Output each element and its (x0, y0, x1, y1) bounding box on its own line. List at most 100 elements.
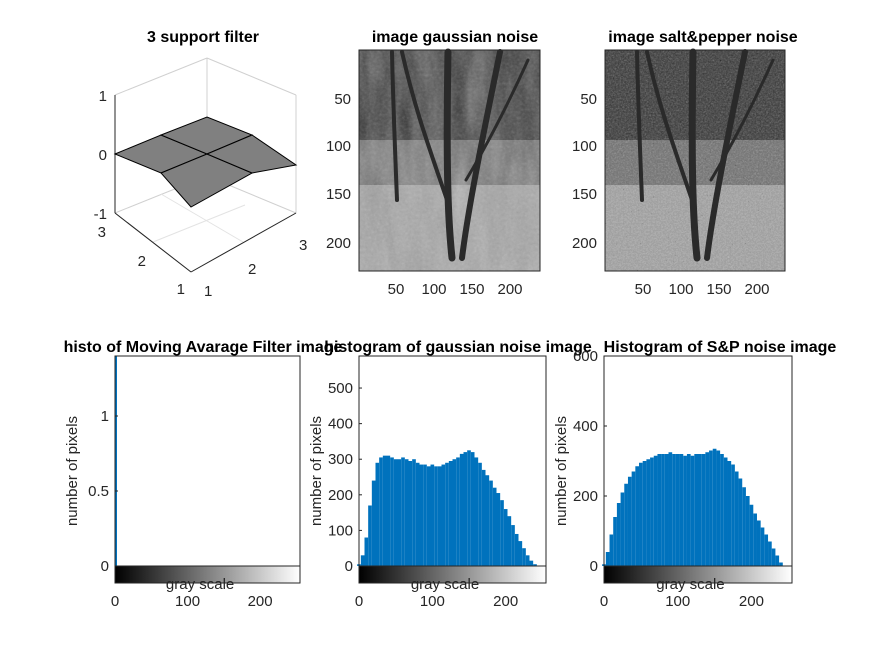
hist-bar (452, 459, 457, 566)
hist-y-tick: 0 (590, 558, 598, 575)
hist-bar (742, 487, 746, 566)
hist-bar (672, 454, 676, 566)
hist-x-label: gray scale (166, 576, 234, 593)
surface-patch (205, 134, 298, 174)
hist-bar (716, 450, 721, 566)
hist-bar (745, 496, 750, 566)
hist-bar (779, 562, 783, 566)
hist-bar (720, 454, 724, 566)
hist-bar (445, 462, 449, 566)
hist-y-tick: 0 (101, 558, 109, 575)
hist-x-tick: 100 (420, 593, 445, 610)
hist-y-tick: 500 (328, 380, 353, 397)
hist-bar (518, 541, 523, 566)
sp-x-tick: 150 (706, 281, 731, 298)
hist-bar (364, 537, 369, 566)
gaussian-image-frame (358, 49, 541, 272)
surface-y-axis (114, 212, 192, 273)
hist-bar (605, 552, 610, 566)
hist-bar (390, 457, 394, 566)
hist-bar (738, 478, 743, 566)
hist-bar (734, 471, 739, 566)
hist-bar (705, 452, 710, 566)
surface-x-tick: 1 (204, 283, 212, 300)
hist-bar (664, 454, 669, 566)
hist-y-tick: 0.5 (88, 483, 109, 500)
gaussian-x-tick: 100 (421, 281, 446, 298)
hist-bar (698, 454, 702, 566)
hist-y-tick: 400 (328, 416, 353, 433)
hist-bar (683, 455, 687, 566)
hist-bar (430, 464, 435, 566)
hist-bar (533, 564, 537, 566)
hist-bar (653, 455, 658, 566)
hist-bar (379, 457, 383, 566)
surface-x-tick: 2 (248, 261, 256, 278)
hist-bar (694, 454, 698, 566)
sp-image (605, 48, 785, 271)
hist-bar (624, 483, 628, 566)
hist-bar (514, 533, 519, 566)
hist-bar (686, 454, 691, 566)
hist-x-label: gray scale (656, 576, 724, 593)
gray-colorbar (114, 565, 301, 584)
surface-patches (113, 116, 298, 208)
hist-bar (749, 504, 754, 566)
gaussian-x-tick: 150 (459, 281, 484, 298)
hist-bar (507, 516, 512, 566)
hist-bar (613, 517, 617, 566)
surface-y-tick: 3 (98, 224, 106, 241)
hist-bar (511, 525, 515, 566)
hist-x-label: gray scale (411, 576, 479, 593)
hist-y-tick: 600 (573, 348, 598, 365)
sp-y-tick: 100 (572, 138, 597, 155)
subplot-hist-sp: Histogram of S&P noise image 0 200 400 600 nu… (553, 339, 836, 610)
hist-bar (639, 462, 643, 566)
hist-bar (642, 461, 647, 566)
hist-bar (712, 448, 717, 566)
hist-bar (423, 464, 427, 566)
hist-y-tick: 0 (345, 558, 353, 575)
sp-image-title: image salt&pepper noise (608, 29, 797, 46)
hist-bar (426, 466, 431, 566)
hist-bar (467, 450, 471, 566)
gaussian-y-tick: 150 (326, 186, 351, 203)
surface-x-tick: 3 (299, 237, 307, 254)
subplot-hist-gaussian: histogram of gaussian noise image 0 100 200… (308, 339, 592, 610)
hist-bar (397, 459, 402, 566)
hist-x-tick: 0 (111, 593, 119, 610)
hist-bar (489, 480, 493, 566)
gaussian-y-tick: 100 (326, 138, 351, 155)
hist-bar (485, 475, 490, 566)
hist-y-tick: 1 (101, 408, 109, 425)
hist-bar (371, 480, 376, 566)
hist-x-tick: 0 (355, 593, 363, 610)
hist-title: histogram of gaussian noise image (324, 339, 592, 356)
hist-bar (668, 452, 673, 566)
hist-bar (368, 505, 372, 566)
hist-bar (731, 464, 735, 566)
hist-bar (525, 555, 530, 566)
hist-bar (620, 492, 625, 566)
hist-bar (456, 457, 460, 566)
hist-bar (701, 454, 706, 566)
sp-tree (635, 48, 775, 262)
surface-y-tick: 1 (177, 281, 185, 298)
gaussian-y-tick: 50 (334, 91, 351, 108)
hist-x-tick: 100 (665, 593, 690, 610)
hist-bar (609, 534, 614, 566)
hist-bar (401, 457, 405, 566)
hist-bar (709, 450, 713, 566)
subplot-gaussian-image: image gaussian noise 50 100 150 200 50 1… (326, 29, 541, 298)
surface-title: 3 support filter (147, 29, 259, 46)
gaussian-image (359, 48, 540, 271)
gray-colorbar (358, 565, 547, 584)
hist-bar (434, 466, 438, 566)
hist-bar (657, 454, 662, 566)
hist-y-tick: 400 (573, 418, 598, 435)
gaussian-tree (390, 48, 530, 262)
hist-bar (500, 500, 504, 566)
hist-title: Histogram of S&P noise image (604, 339, 837, 356)
gaussian-x-tick: 50 (388, 281, 405, 298)
